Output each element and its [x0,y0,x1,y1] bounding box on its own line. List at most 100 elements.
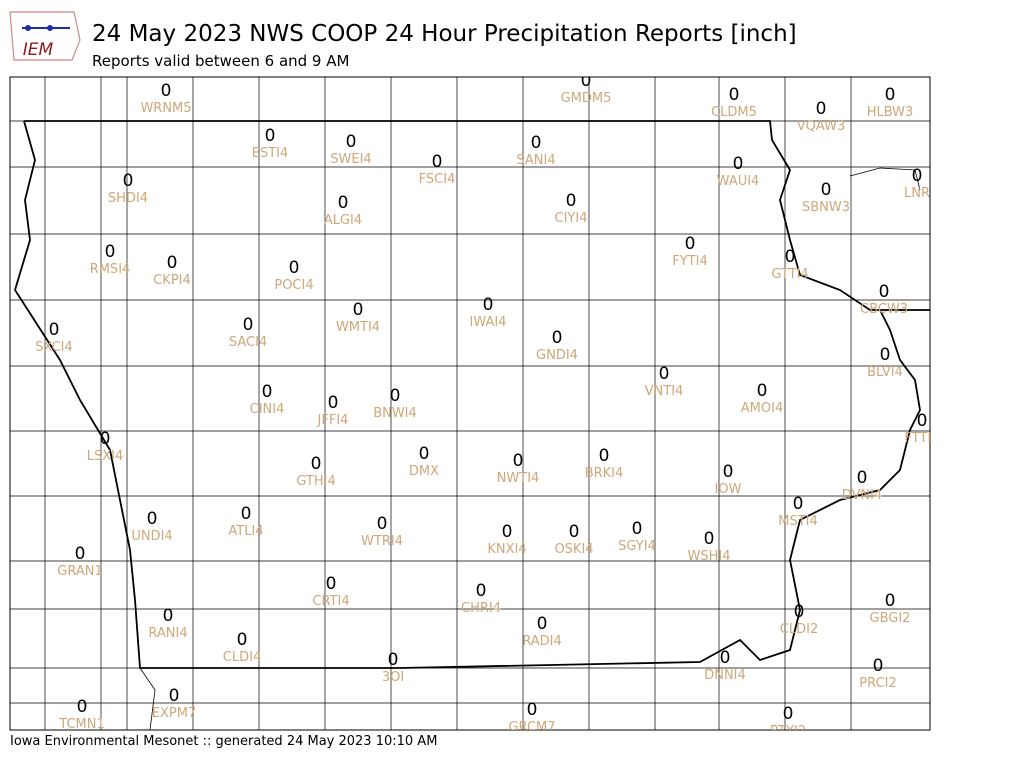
station-id: SWEI4 [330,152,371,167]
station-value: 0 [729,85,740,105]
footer: Iowa Environmental Mesonet :: generated … [10,734,437,749]
station-value: 0 [432,152,443,172]
station-value: 0 [502,522,513,542]
station-id: ATLI4 [228,524,263,539]
station-value: 0 [885,591,896,611]
station-id: DNNI4 [704,668,746,683]
station-id: SACI4 [229,335,267,350]
station-id: CLDI4 [223,650,261,665]
station-id: LNR [904,186,930,201]
station-id: OSKI4 [554,542,593,557]
station-id: POCI4 [274,278,313,293]
station-value: 0 [483,295,494,315]
station-value: 0 [326,574,337,594]
station-id: SGYI4 [618,539,656,554]
station-value: 0 [783,704,794,724]
station-id: CIYI4 [555,211,588,226]
station-value: 0 [241,504,252,524]
station-id: DMX [409,464,439,479]
station-id: CHRI4 [461,601,501,616]
station-value: 0 [237,630,248,650]
station-id: AMOI4 [741,401,783,416]
station-id: CINI4 [250,402,285,417]
station-id: NWTI4 [497,471,540,486]
station-id: PRCI2 [859,676,896,691]
station-value: 0 [552,328,563,348]
station-id: FYTI4 [672,254,707,269]
station-value: 0 [566,191,577,211]
station-id: ALGI4 [324,213,362,228]
station-id: HLBW3 [867,105,914,120]
station-id: ESTI4 [252,146,289,161]
station-value: 0 [733,154,744,174]
station-value: 0 [75,544,86,564]
station-value: 0 [169,686,180,706]
station-id: BLVI4 [867,365,903,380]
station-id: RMSI4 [90,262,131,277]
station-value: 0 [569,522,580,542]
station-value: 0 [243,315,254,335]
station-id: SANI4 [516,153,555,168]
station-id: DVNI4 [842,488,883,503]
station-id: GTHI4 [296,474,335,489]
station-id: GRCM7 [508,720,555,735]
station-value: 0 [338,193,349,213]
station-value: 0 [793,494,804,514]
station-id: CLDI2 [780,622,818,637]
station-id: SHDI4 [108,191,148,206]
station-value: 0 [388,650,399,670]
station-value: 0 [821,180,832,200]
station-id: SXCI4 [35,340,72,355]
station-id: GNDI4 [536,348,578,363]
station-id: VNTI4 [645,384,684,399]
station-value: 0 [346,132,357,152]
station-value: 0 [289,258,300,278]
station-value: 0 [353,300,364,320]
station-value: 0 [704,529,715,549]
station-value: 0 [912,166,923,186]
station-value: 0 [879,282,890,302]
station-value: 0 [100,429,111,449]
station-value: 0 [537,614,548,634]
station-id: LSXI4 [87,449,124,464]
station-id: RANI4 [148,626,187,641]
station-id: GBGI2 [870,611,911,626]
station-value: 0 [659,364,670,384]
map-frame [9,76,931,731]
station-value: 0 [311,454,322,474]
station-id: RTYI2 [770,724,806,739]
station-value: 0 [419,444,430,464]
station-id: GMDM5 [561,91,612,106]
station-id: CBCW3 [860,302,908,317]
station-id: WAUI4 [717,174,760,189]
station-value: 0 [685,234,696,254]
station-id: WTRI4 [361,534,403,549]
station-value: 0 [873,656,884,676]
station-value: 0 [723,462,734,482]
station-value: 0 [265,126,276,146]
station-value: 0 [857,468,868,488]
station-id: FTTI4 [904,431,939,446]
station-id: VQAW3 [797,119,845,134]
station-id: CRTI4 [312,594,349,609]
station-id: GRAN1 [57,564,102,579]
station-id: WRNM5 [140,101,191,116]
station-value: 0 [377,514,388,534]
station-value: 0 [531,133,542,153]
station-id: IOW [715,482,742,497]
subtitle: Reports valid between 6 and 9 AM [92,52,349,70]
station-value: 0 [163,606,174,626]
station-value: 0 [328,393,339,413]
station-value: 0 [49,320,60,340]
station-id: UNDI4 [131,529,172,544]
station-value: 0 [390,386,401,406]
station-value: 0 [885,85,896,105]
station-id: SBNW3 [802,200,850,215]
station-value: 0 [816,99,827,119]
station-id: WSHI4 [688,549,731,564]
station-id: CLDM5 [711,105,757,120]
station-value: 0 [599,446,610,466]
station-id: FSCI4 [419,172,456,187]
